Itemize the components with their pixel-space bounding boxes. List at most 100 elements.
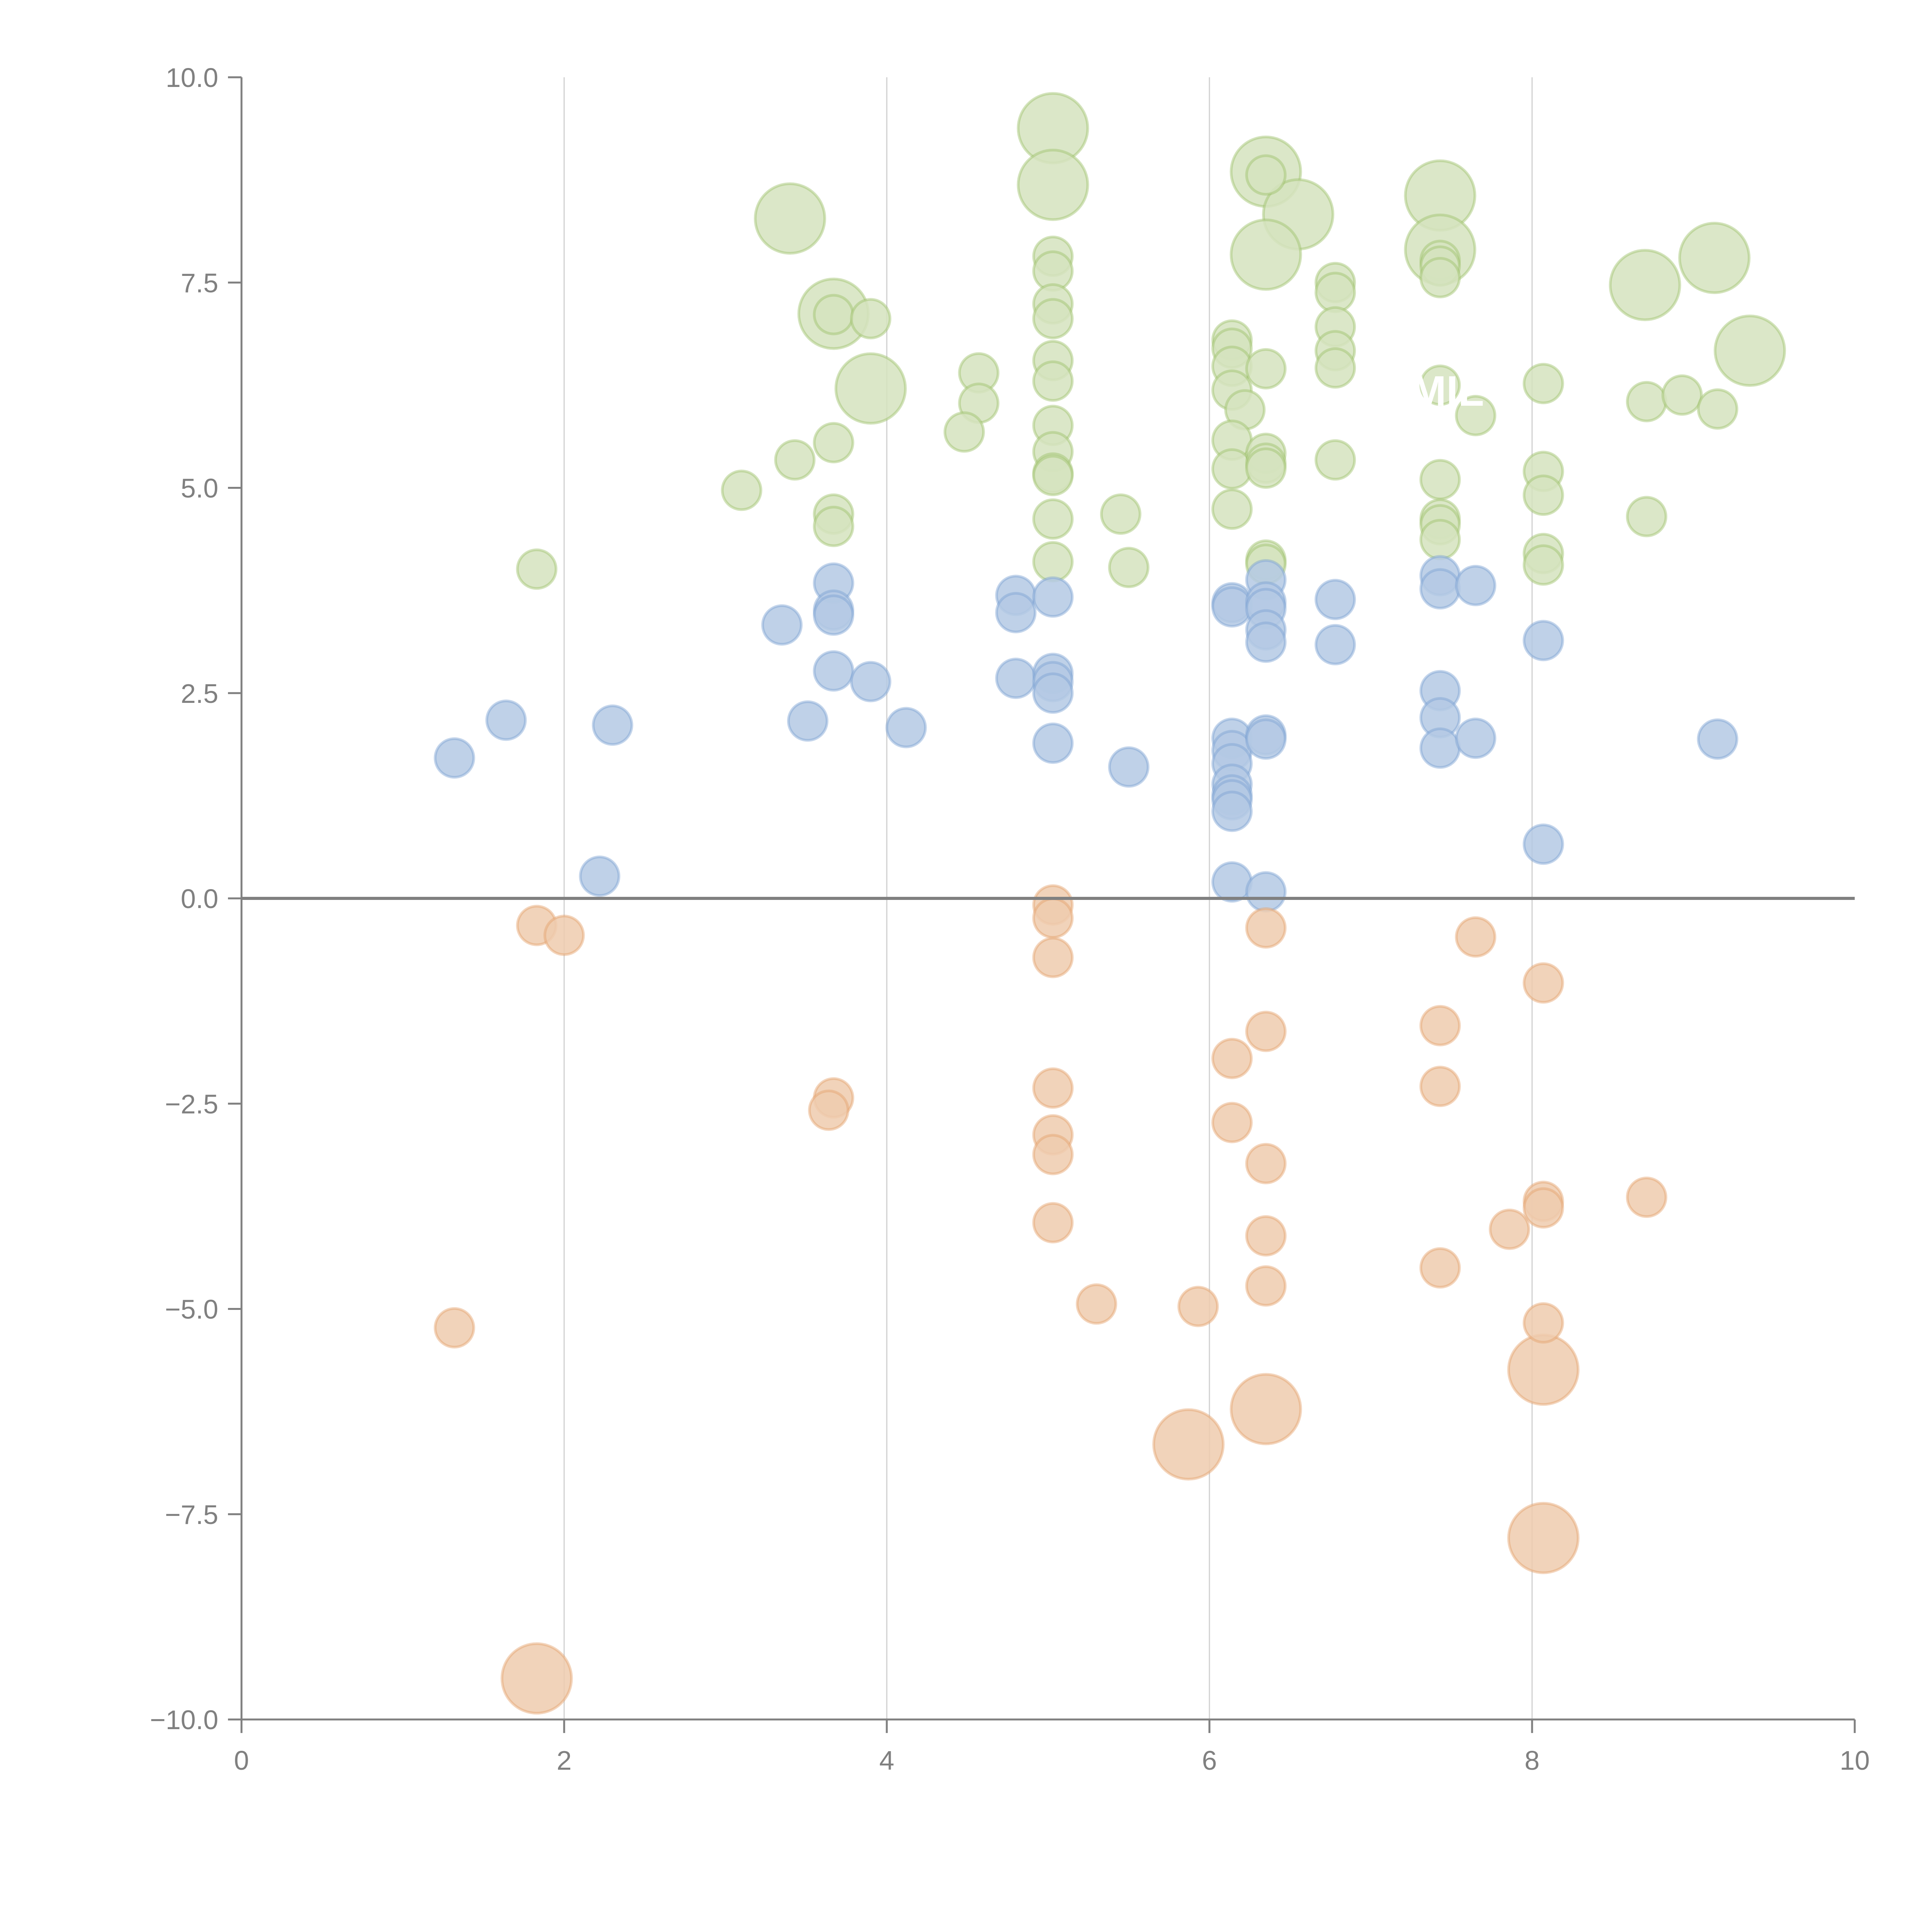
blue-bubble [1522,620,1564,662]
green-bubble [813,422,854,464]
y-tick-label: 2.5 [181,679,218,709]
x-tick-label: 0 [234,1745,249,1776]
orange-bubble [1522,1302,1564,1344]
orange-bubble [1032,1134,1074,1175]
green-bubble [1100,493,1141,535]
green-bubble [1522,474,1564,516]
orange-bubble [1032,1067,1074,1109]
blue-bubble [1211,861,1253,903]
orange-bubble [1419,1005,1461,1046]
green-bubble [1626,381,1667,422]
y-axis-ticks: 10.0 7.5 5.0 2.5 0.0 −2.5 −5.0 −7.5 −10.0 [150,63,242,1735]
green-bubble [813,505,854,547]
orange-bubble [1245,1215,1287,1257]
orange-bubble [1032,897,1074,939]
blue-bubble [1697,718,1738,760]
y-tick-label: −5.0 [165,1294,218,1325]
blue-bubble [1032,722,1074,764]
chart-annotation: MIL A [1411,367,1524,415]
blue-bubble [1245,871,1287,913]
orange-bubble [1076,1283,1117,1325]
green-bubble [1609,249,1681,321]
green-bubble [1032,360,1074,402]
x-tick-label: 10 [1840,1745,1870,1776]
green-bubble [834,352,907,425]
green-bubble [1419,257,1461,298]
green-bubble [1315,272,1356,313]
y-tick-label: −10.0 [150,1705,218,1735]
orange-bubble [1419,1066,1461,1107]
axes: 0 2 4 6 8 10 10.0 7.5 5.0 2.5 0.0 −2.5 −5.0 −7.5 −10.… [150,63,1870,1776]
series-green [516,92,1786,590]
x-tick-label: 8 [1525,1745,1540,1776]
orange-bubble [500,1642,573,1715]
green-bubble [1230,218,1302,291]
blue-bubble [1245,718,1287,760]
blue-bubble [485,699,527,741]
green-bubble [1017,148,1089,221]
green-bubble [1032,455,1074,497]
orange-bubble [1032,937,1074,978]
green-bubble [1678,222,1751,294]
blue-bubble [885,707,927,748]
blue-bubble [995,658,1037,699]
green-bubble [1245,154,1287,196]
blue-bubble [1419,727,1461,769]
orange-bubble [1245,1143,1287,1184]
orange-bubble [1230,1373,1302,1446]
y-tick-label: 0.0 [181,884,218,914]
orange-bubble [1522,962,1564,1004]
x-tick-label: 6 [1202,1745,1217,1776]
y-tick-label: −7.5 [165,1500,218,1530]
green-bubble [1245,348,1287,389]
green-bubble [1315,439,1356,481]
orange-bubble [1419,1247,1461,1289]
blue-bubble [1315,579,1356,620]
y-tick-label: −2.5 [165,1089,218,1119]
green-bubble [1522,544,1564,586]
green-bubble [813,294,854,335]
blue-bubble [813,650,854,692]
y-tick-label: 5.0 [181,473,218,503]
blue-bubble [1245,621,1287,663]
blue-bubble [1032,576,1074,618]
green-bubble [1032,298,1074,340]
x-axis-ticks: 0 2 4 6 8 10 [234,1719,1870,1776]
blue-bubble [1455,718,1497,759]
x-tick-label: 2 [557,1745,572,1776]
x-tick-label: 4 [879,1745,895,1776]
green-bubble [1522,363,1564,405]
orange-bubble [1507,1333,1580,1406]
green-bubble [754,182,826,255]
blue-bubble [1419,568,1461,610]
blue-bubble [1315,624,1356,665]
orange-bubble [1245,1010,1287,1052]
orange-bubble [1455,916,1497,958]
green-bubble [1245,447,1287,489]
blue-bubble [1108,746,1150,788]
green-bubble [943,411,985,453]
blue-bubble [434,737,475,779]
green-bubble [1108,547,1150,588]
green-bubble [1714,315,1786,387]
blue-bubble [1032,672,1074,714]
orange-bubble [1211,1037,1253,1079]
green-bubble [774,439,816,481]
orange-bubble [1032,1202,1074,1243]
green-bubble [1626,496,1667,537]
green-bubble [1315,347,1356,389]
blue-bubble [813,594,854,636]
green-bubble [1419,364,1461,406]
orange-bubble [1177,1286,1219,1327]
green-bubble [1419,459,1461,500]
blue-bubble [995,592,1037,633]
orange-bubble [1507,1502,1580,1574]
orange-bubble [1245,1265,1287,1307]
green-bubble [1455,395,1497,436]
orange-bubble [808,1089,850,1131]
green-bubble [721,469,762,511]
orange-bubble [1245,907,1287,949]
series-blue [434,555,1738,913]
series-orange [434,884,1667,1715]
